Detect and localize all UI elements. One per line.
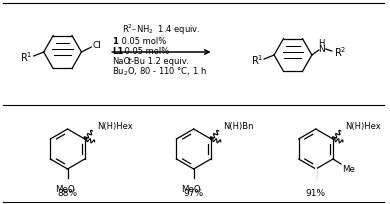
Text: MeO: MeO	[55, 185, 74, 194]
Text: Bu$_2$O, 80 - 110 °C, 1 h: Bu$_2$O, 80 - 110 °C, 1 h	[112, 66, 207, 78]
Text: Cl: Cl	[92, 41, 101, 51]
Text: 0.05 mol%: 0.05 mol%	[119, 38, 167, 47]
Text: N: N	[318, 44, 325, 53]
Text: R$^1$: R$^1$	[20, 50, 33, 64]
Text: H: H	[319, 39, 325, 48]
Text: t: t	[127, 58, 130, 67]
Text: 88%: 88%	[57, 190, 78, 198]
Text: L1: L1	[112, 48, 124, 57]
Text: R$^2$: R$^2$	[334, 45, 346, 59]
Text: R$^2$–NH$_2$  1.4 equiv.: R$^2$–NH$_2$ 1.4 equiv.	[122, 23, 200, 37]
Text: N(H)Hex: N(H)Hex	[97, 122, 132, 132]
Text: N(H)Hex: N(H)Hex	[345, 122, 381, 132]
Text: 1: 1	[112, 38, 118, 47]
Text: 91%: 91%	[306, 190, 326, 198]
Text: N(H)Bn: N(H)Bn	[223, 122, 253, 132]
Text: -Bu 1.2 equiv.: -Bu 1.2 equiv.	[131, 58, 189, 67]
Text: Me: Me	[342, 165, 355, 174]
Text: MeO: MeO	[181, 185, 200, 194]
Text: NaO: NaO	[112, 58, 130, 67]
Text: 97%: 97%	[184, 190, 204, 198]
Text: R$^1$: R$^1$	[251, 53, 263, 67]
Text: 0.05 mol%: 0.05 mol%	[122, 48, 169, 57]
